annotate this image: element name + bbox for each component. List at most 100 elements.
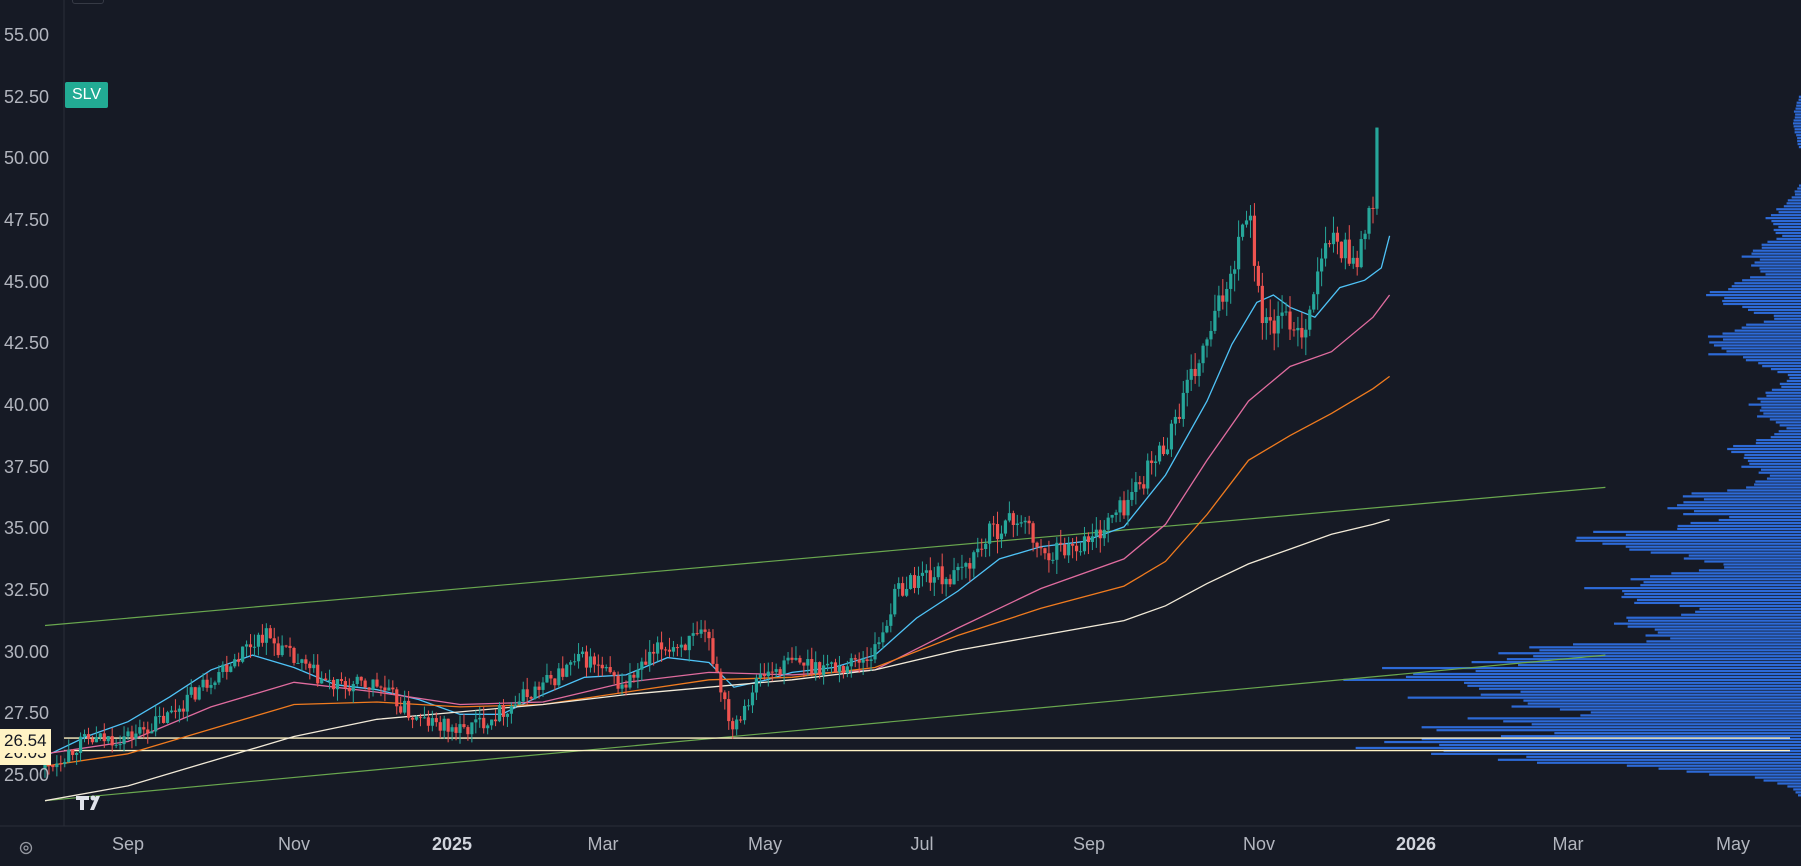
candle-body <box>620 684 624 689</box>
price-tag-last: 26.54 <box>0 729 51 753</box>
volume-profile-bar <box>1475 669 1801 673</box>
volume-profile-bar <box>1743 356 1801 359</box>
volume-profile-bar <box>1723 563 1801 566</box>
candle-body <box>1019 522 1023 524</box>
volume-profile-bar <box>1667 507 1801 510</box>
candle-body <box>407 700 411 718</box>
candle-body <box>735 719 739 730</box>
candle-body <box>1169 423 1174 450</box>
candle-body <box>280 645 284 656</box>
volume-profile-bar <box>1754 776 1801 779</box>
volume-profile-bar <box>1520 690 1801 693</box>
candle-body <box>1051 559 1055 561</box>
volume-profile-bar <box>1747 459 1801 462</box>
volume-profile-bar <box>1761 246 1801 249</box>
candle-body <box>165 712 170 723</box>
candle-body <box>371 679 375 690</box>
indicator-toggle[interactable] <box>72 0 104 4</box>
candle-body <box>1304 329 1308 338</box>
x-tick-label: Mar <box>587 834 619 854</box>
candle-body <box>825 663 830 666</box>
volume-profile-bar <box>1789 376 1801 380</box>
candle-body <box>1351 257 1355 264</box>
candle-body <box>1240 224 1245 237</box>
candle-body <box>881 632 885 643</box>
volume-profile-bar <box>1533 655 1801 658</box>
candle-body <box>1331 232 1336 245</box>
candle-body <box>746 705 751 707</box>
volume-profile-bar <box>1590 711 1801 714</box>
candle-body <box>1134 482 1138 492</box>
candle-body <box>798 657 802 663</box>
y-tick-label: 27.50 <box>4 703 50 724</box>
candle-body <box>1284 311 1288 313</box>
candle-body <box>885 625 889 633</box>
candle-body <box>1201 345 1205 364</box>
candle-body <box>636 669 640 678</box>
volume-profile-bar <box>1683 501 1801 504</box>
candle-body <box>897 583 901 589</box>
candle-body <box>537 686 541 690</box>
volume-profile-bar <box>1677 527 1801 531</box>
candle-body <box>806 659 810 666</box>
volume-profile-bar <box>1794 193 1801 196</box>
candle-body <box>438 722 442 731</box>
candle-body <box>244 644 249 647</box>
volume-profile-bar <box>1754 483 1801 486</box>
volume-profile-bar <box>1757 397 1801 400</box>
candle-body <box>470 722 474 735</box>
volume-profile-bar <box>1777 370 1801 374</box>
candle-body <box>225 664 229 672</box>
candle-body <box>324 678 328 680</box>
volume-profile-bar <box>1636 598 1801 602</box>
volume-profile-bar <box>1709 773 1801 776</box>
volume-profile-bar <box>1791 196 1801 199</box>
candle-body <box>573 661 577 663</box>
volume-profile-bar <box>1742 305 1801 309</box>
candle-body <box>1055 542 1059 560</box>
candle-body <box>1157 445 1162 462</box>
volume-profile-bar <box>1554 732 1801 735</box>
volume-profile-bar <box>1657 631 1801 634</box>
volume-profile-bar <box>1771 388 1801 391</box>
candle-body <box>1059 542 1063 545</box>
volume-profile-bar <box>1407 696 1801 699</box>
candle-body <box>739 719 743 721</box>
volume-profile-bar <box>1693 510 1801 513</box>
candle-body <box>320 678 324 684</box>
candle-body <box>304 659 308 664</box>
volume-profile-bar <box>1593 530 1801 533</box>
candle-body <box>1074 545 1079 552</box>
candle-body <box>1106 517 1110 530</box>
volume-profile-bar <box>1627 625 1801 628</box>
volume-profile-bar <box>1625 533 1801 536</box>
candle-body <box>1181 392 1185 419</box>
volume-profile-bar <box>1439 743 1801 747</box>
candle-body <box>1197 363 1201 377</box>
volume-profile-bar <box>1683 513 1801 516</box>
volume-profile-bar <box>1431 752 1801 755</box>
volume-profile-bar <box>1755 480 1801 483</box>
volume-profile-bar <box>1793 125 1801 128</box>
candle-body <box>233 659 237 667</box>
volume-profile-bar <box>1630 578 1801 581</box>
volume-profile-bar <box>1787 199 1801 202</box>
candle-body <box>276 643 280 656</box>
candle-body <box>889 614 893 626</box>
candle-body <box>1023 520 1027 523</box>
candle-body <box>161 715 166 723</box>
candle-body <box>1375 127 1379 209</box>
candle-body <box>1300 327 1304 338</box>
volume-profile-bar <box>1382 666 1801 670</box>
price-axis[interactable]: 55.00 52.50 50.00 47.50 45.00 42.50 40.00 37.50… <box>0 0 64 826</box>
volume-profile-bar <box>1797 187 1801 190</box>
candle-body <box>268 628 272 639</box>
settings-icon[interactable] <box>18 840 34 856</box>
volume-profile-bar <box>1793 110 1801 113</box>
candle-body <box>711 638 715 664</box>
candle-body <box>1272 320 1276 334</box>
candle-body <box>707 631 711 639</box>
candle-body <box>146 729 150 734</box>
candle-body <box>644 661 648 665</box>
